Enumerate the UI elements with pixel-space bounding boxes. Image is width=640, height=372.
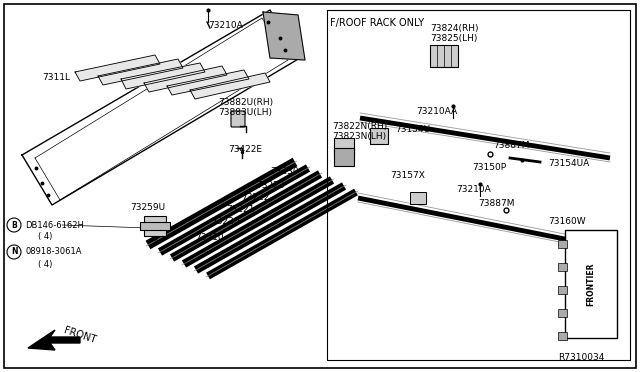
Text: 7311L: 7311L [42, 74, 70, 83]
Text: 73824(RH): 73824(RH) [430, 23, 479, 32]
Text: R7310034: R7310034 [558, 353, 604, 362]
Polygon shape [167, 70, 249, 95]
Circle shape [7, 218, 21, 232]
Text: DB146-6162H: DB146-6162H [25, 221, 84, 230]
Text: 73157X: 73157X [390, 170, 425, 180]
Text: 73221: 73221 [226, 205, 255, 214]
Bar [558, 332, 567, 340]
Text: FRONTIER: FRONTIER [586, 262, 595, 306]
Text: 73210A: 73210A [208, 22, 243, 31]
Bar [334, 148, 354, 166]
Polygon shape [263, 12, 305, 60]
Polygon shape [75, 55, 160, 81]
FancyBboxPatch shape [231, 111, 245, 127]
Circle shape [7, 245, 21, 259]
Text: N: N [11, 247, 17, 257]
Text: 73220: 73220 [211, 217, 239, 225]
Text: 73160W: 73160W [548, 218, 586, 227]
Bar [565, 230, 617, 338]
Text: 73882U(RH): 73882U(RH) [218, 97, 273, 106]
Text: 73259U: 73259U [130, 202, 165, 212]
Text: 73887M: 73887M [493, 141, 529, 151]
Polygon shape [144, 66, 227, 92]
Bar [558, 309, 567, 317]
Bar [558, 286, 567, 294]
Text: 08918-3061A: 08918-3061A [25, 247, 81, 257]
Text: 73154U: 73154U [395, 125, 430, 135]
Text: 73230: 73230 [270, 167, 299, 176]
Text: B: B [11, 221, 17, 230]
Bar [140, 222, 170, 230]
Bar [430, 45, 458, 67]
Text: FRONT: FRONT [62, 325, 97, 345]
Bar [558, 263, 567, 271]
Text: 73222: 73222 [241, 192, 269, 202]
Text: ( 4): ( 4) [38, 260, 52, 269]
Polygon shape [98, 59, 183, 85]
Text: 73210: 73210 [195, 234, 223, 243]
Text: 73825(LH): 73825(LH) [430, 33, 477, 42]
Text: 73223: 73223 [256, 180, 285, 189]
Text: 73822N(RH): 73822N(RH) [332, 122, 387, 131]
Text: 73883U(LH): 73883U(LH) [218, 109, 272, 118]
Polygon shape [190, 73, 270, 99]
Text: 73823N(LH): 73823N(LH) [332, 131, 386, 141]
Text: F/ROOF RACK ONLY: F/ROOF RACK ONLY [330, 18, 424, 28]
Bar [558, 240, 567, 248]
Polygon shape [28, 330, 80, 350]
Polygon shape [121, 63, 205, 89]
Text: 73422E: 73422E [228, 145, 262, 154]
Bar [370, 128, 388, 144]
Bar [144, 216, 166, 236]
Bar [334, 138, 354, 156]
Text: 73210AA: 73210AA [416, 108, 457, 116]
Text: 73887M: 73887M [478, 199, 515, 208]
Text: ( 4): ( 4) [38, 232, 52, 241]
Text: 73150P: 73150P [472, 163, 506, 171]
Text: 73154UA: 73154UA [548, 158, 589, 167]
Bar [410, 192, 426, 204]
Text: 73210A: 73210A [456, 186, 491, 195]
